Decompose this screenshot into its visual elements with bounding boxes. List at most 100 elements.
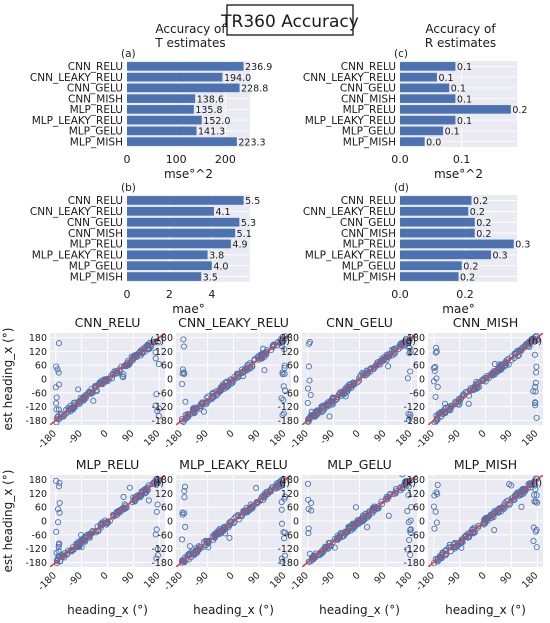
y-tick-label: -180 — [403, 416, 425, 427]
scatter-point — [305, 558, 312, 565]
scatter-point — [126, 484, 133, 491]
category-label: CNN_GELU — [340, 217, 396, 229]
value-label: 0.1 — [457, 94, 472, 105]
category-label: CNN_MISH — [68, 228, 123, 240]
scatter-point — [306, 377, 313, 384]
scatter-points — [302, 333, 417, 425]
scatter-point — [55, 340, 63, 347]
value-label: 0.2 — [476, 229, 491, 240]
category-label: CNN_GELU — [67, 217, 123, 229]
scatter-point — [153, 508, 160, 515]
scatter-point — [153, 555, 160, 562]
scatter-point — [280, 396, 287, 404]
scatter-point — [75, 386, 82, 393]
scatter-point — [430, 503, 437, 510]
scatter-point — [154, 501, 161, 508]
scatter-point — [53, 363, 60, 370]
bar — [127, 228, 236, 238]
scatter-point — [405, 483, 412, 490]
x-tick-label: 0 — [477, 428, 489, 440]
scatter-point — [239, 368, 246, 375]
scatter-point — [263, 349, 270, 356]
category-label: MLP_RELU — [70, 239, 123, 251]
scatter-point — [239, 373, 247, 380]
scatter-point — [533, 499, 541, 506]
x-tick-label: -90 — [318, 428, 337, 447]
ideal-line — [428, 333, 543, 425]
panel-title: CNN_MISH — [453, 315, 519, 330]
scatter-point — [474, 524, 482, 531]
scatter-point — [533, 544, 540, 551]
scatter-point — [61, 411, 68, 418]
panel-label: (i) — [153, 478, 164, 489]
x-tick-label: -180 — [414, 428, 437, 451]
scatter-point — [431, 492, 438, 499]
x-tick-label: 180 — [268, 428, 289, 449]
scatter-point — [531, 351, 539, 358]
scatter-point — [205, 544, 212, 551]
x-tick-label: 90 — [372, 570, 388, 586]
scatter-point — [432, 349, 439, 356]
bar-panel-b: CNN_RELU 5.5 CNN_LEAKY_RELU 4.1 CNN_GELU 5.3 C… — [30, 182, 260, 316]
bar — [127, 250, 208, 260]
x-tick-label: 180 — [268, 570, 289, 591]
panel-title-line: Accuracy of — [155, 22, 226, 36]
scatter-point — [78, 532, 85, 539]
scatter-point — [441, 409, 448, 416]
category-label: MLP_MISH — [70, 271, 123, 283]
x-tick-label: 180 — [520, 570, 541, 591]
y-tick-label: 60 — [287, 503, 299, 514]
x-tick-label: 90 — [372, 428, 388, 444]
scatter-point — [266, 488, 273, 495]
scatter-point — [344, 385, 351, 393]
y-tick-label: 180 — [29, 475, 47, 486]
value-label: 138.6 — [197, 94, 224, 105]
scatter-point — [446, 541, 453, 548]
scatter-point — [179, 380, 186, 388]
scatter-point — [120, 493, 127, 501]
scatter-point — [152, 531, 159, 538]
ideal-line — [176, 475, 291, 567]
scatter-point — [54, 366, 61, 373]
scatter-point — [116, 507, 124, 514]
panel-label: (e) — [150, 336, 164, 347]
scatter-point — [78, 543, 85, 551]
y-tick-label: 60 — [413, 361, 425, 372]
panel-title: CNN_GELU — [326, 315, 393, 330]
category-label: MLP_GELU — [342, 260, 396, 272]
scatter-point — [145, 497, 152, 504]
bar — [127, 83, 240, 93]
scatter-point — [532, 399, 539, 407]
y-tick-label: 180 — [281, 475, 299, 486]
scatter-point — [53, 394, 60, 401]
scatter-point — [153, 391, 160, 398]
x-tick-label: 0 — [99, 570, 111, 582]
scatter-point — [279, 371, 286, 378]
value-label: 152.0 — [203, 116, 230, 127]
scatter-point — [430, 378, 437, 385]
panel-label: (a) — [121, 48, 136, 60]
x-axis-label: heading_x (°) — [67, 603, 148, 617]
value-label: 236.9 — [245, 62, 272, 73]
x-tick-label: 0 — [351, 428, 363, 440]
y-tick-label: 0 — [419, 375, 425, 386]
bar — [400, 137, 425, 146]
value-label: 223.3 — [238, 137, 265, 148]
x-tick-label: -180 — [36, 570, 59, 593]
scatter-point — [306, 550, 313, 557]
scatter-point — [406, 478, 413, 485]
bar — [400, 217, 475, 227]
scatter-point — [77, 397, 84, 405]
scatter-point — [279, 520, 286, 527]
scatter-points — [302, 475, 417, 567]
scatter-point — [55, 519, 62, 526]
category-label: MLP_MISH — [343, 271, 396, 283]
y-tick-label: 120 — [29, 489, 47, 500]
scatter-point — [53, 406, 60, 413]
value-label: 0.1 — [451, 84, 466, 95]
bar — [400, 239, 514, 249]
scatter-point — [404, 546, 411, 553]
bar — [400, 272, 459, 281]
